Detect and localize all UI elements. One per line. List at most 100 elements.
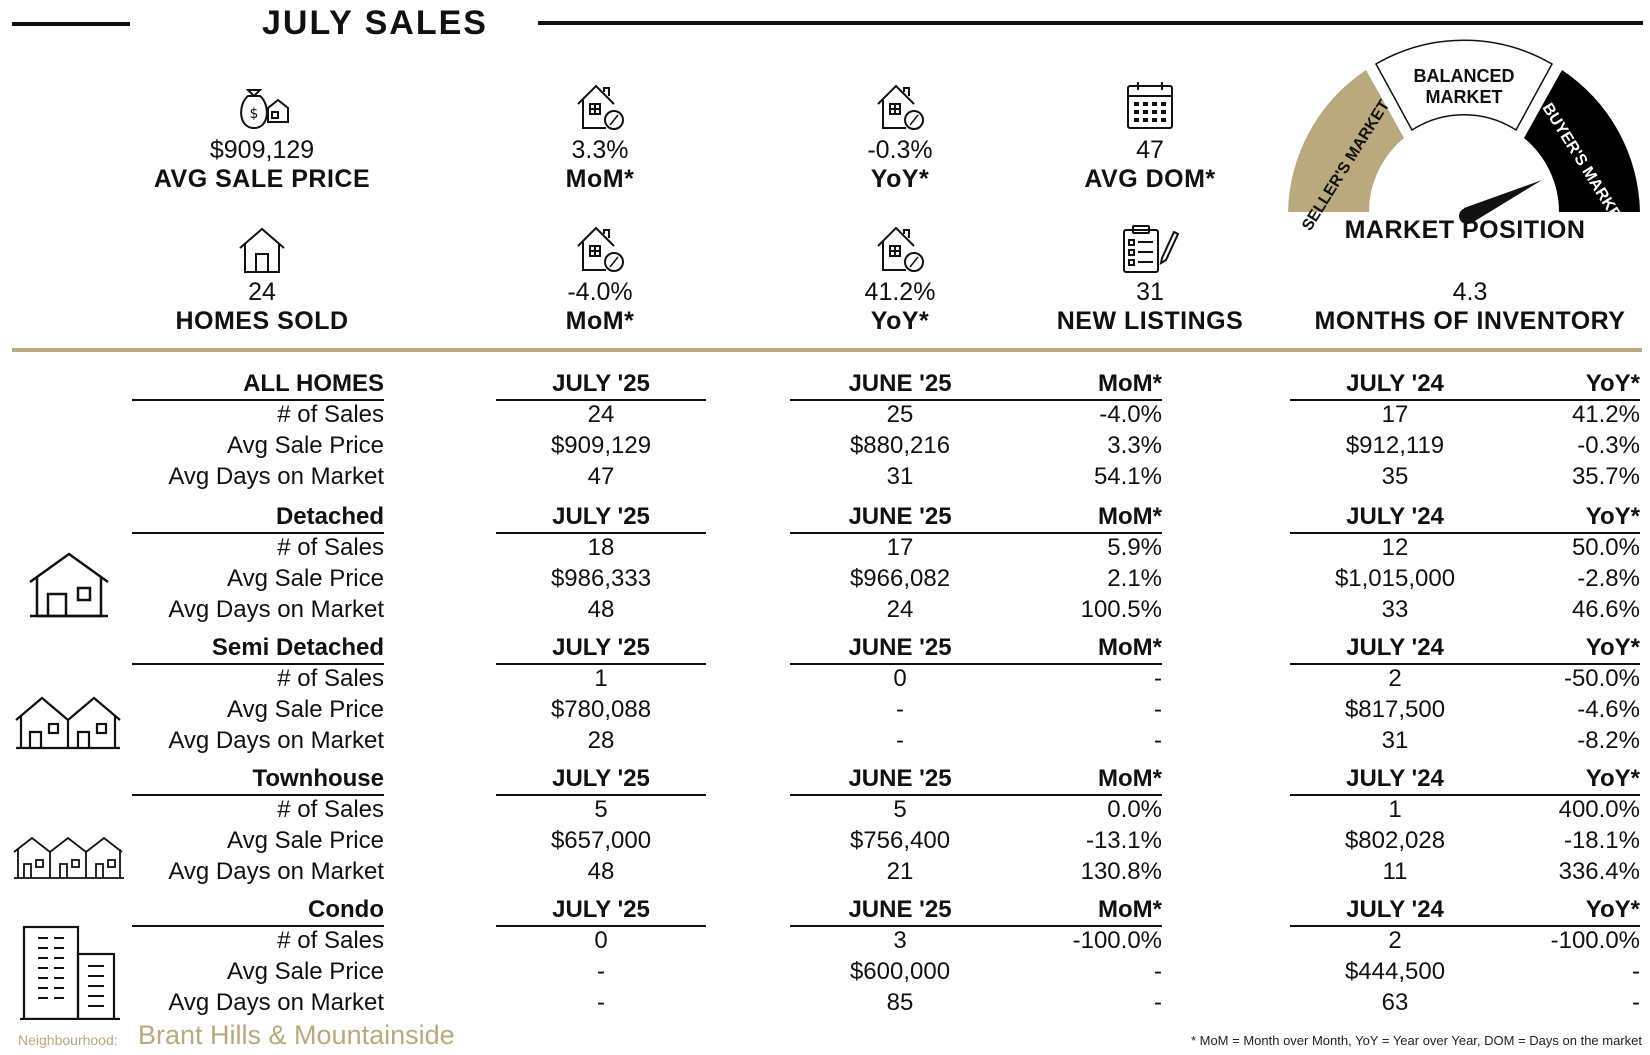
cell-july25: $986,333 (550, 565, 652, 592)
cell-july24: 1 (1388, 796, 1402, 823)
column-header-mom: MoM* (1098, 634, 1162, 661)
cell-yoy: 35.7% (1571, 463, 1640, 490)
stat-label: MONTHS OF INVENTORY (1314, 307, 1626, 335)
row-label: Avg Sale Price (227, 565, 384, 592)
cell-july25: 0 (594, 927, 608, 954)
cell-july24: 35 (1381, 463, 1409, 490)
row-label: Avg Days on Market (168, 596, 384, 623)
cell-yoy: 336.4% (1558, 858, 1640, 885)
house-percent-icon (770, 76, 1030, 132)
stat-yoy-sales: 41.2% YoY* (770, 218, 1030, 336)
cell-mom: - (1154, 989, 1162, 1016)
header-rule-left (12, 22, 130, 26)
house-percent-icon (770, 218, 1030, 274)
semi-detached-icon (15, 696, 121, 750)
stat-value: -0.3% (867, 136, 933, 164)
section-title: Townhouse (252, 765, 384, 792)
column-header-july25: JULY '25 (552, 896, 650, 923)
house-icon (132, 218, 392, 274)
neighbourhood-label: Neighbourhood: (18, 1032, 118, 1048)
header-rule (132, 794, 384, 796)
cell-june25: 85 (886, 989, 914, 1016)
gauge-balanced-label-line2: MARKET (1426, 87, 1503, 107)
column-header-july24: JULY '24 (1346, 370, 1444, 397)
gauge-seller-segment (1288, 70, 1404, 212)
section-title: Semi Detached (211, 634, 384, 661)
stat-value: 3.3% (571, 136, 629, 164)
section-title: ALL HOMES (243, 370, 384, 397)
stat-label: NEW LISTINGS (1056, 307, 1244, 335)
stat-value: 47 (1136, 136, 1164, 164)
cell-july25: - (597, 989, 605, 1016)
cell-july25: 5 (594, 796, 608, 823)
header-rule-right (538, 21, 1643, 25)
market-position-label: MARKET POSITION (1344, 216, 1586, 244)
row-label: Avg Sale Price (227, 432, 384, 459)
cell-july25: - (597, 958, 605, 985)
header-rule (1290, 925, 1640, 927)
cell-july24: 2 (1388, 665, 1402, 692)
column-header-july24: JULY '24 (1346, 896, 1444, 923)
stat-label: YoY* (870, 165, 930, 193)
cell-july24: 12 (1381, 534, 1409, 561)
cell-june25: 21 (886, 858, 914, 885)
row-label: Avg Days on Market (168, 989, 384, 1016)
section-title: Condo (308, 896, 384, 923)
header-rule (132, 663, 384, 665)
row-label: # of Sales (277, 401, 384, 428)
neighbourhood-name: Brant Hills & Mountainside (138, 1020, 455, 1050)
row-label: # of Sales (277, 665, 384, 692)
row-label: Avg Days on Market (168, 727, 384, 754)
column-header-mom: MoM* (1098, 370, 1162, 397)
cell-yoy: -2.8% (1577, 565, 1640, 592)
stat-mom-sales: -4.0% MoM* (470, 218, 730, 336)
cell-july24: 2 (1388, 927, 1402, 954)
cell-july24: $1,015,000 (1334, 565, 1456, 592)
header-rule (790, 925, 1162, 927)
stat-value: 4.3 (1452, 278, 1488, 306)
house-percent-icon (470, 76, 730, 132)
cell-july25: 48 (587, 596, 615, 623)
cell-mom: -100.0% (1072, 927, 1162, 954)
cell-june25: $880,216 (849, 432, 951, 459)
header-rule (496, 925, 706, 927)
stat-value: 41.2% (864, 278, 936, 306)
column-header-june25: JUNE '25 (848, 503, 952, 530)
cell-july25: $780,088 (550, 696, 652, 723)
gauge-needle (1464, 180, 1542, 224)
stat-label: YoY* (870, 307, 930, 335)
column-header-yoy: YoY* (1585, 370, 1640, 397)
cell-mom: 54.1% (1093, 463, 1162, 490)
cell-july24: 17 (1381, 401, 1409, 428)
header-rule (790, 399, 1162, 401)
calendar-icon (1020, 76, 1280, 132)
gauge-buyer-segment (1524, 70, 1640, 212)
column-header-june25: JUNE '25 (848, 896, 952, 923)
cell-mom: 3.3% (1107, 432, 1162, 459)
cell-july24: 63 (1381, 989, 1409, 1016)
stat-new-listings: 31 NEW LISTINGS (1020, 218, 1280, 336)
cell-mom: 2.1% (1107, 565, 1162, 592)
row-label: Avg Sale Price (227, 696, 384, 723)
stat-yoy-price: -0.3% YoY* (770, 76, 1030, 194)
column-header-yoy: YoY* (1585, 634, 1640, 661)
cell-july24: $802,028 (1344, 827, 1446, 854)
row-label: # of Sales (277, 927, 384, 954)
row-label: # of Sales (277, 534, 384, 561)
detached-house-icon (29, 552, 109, 618)
header-rule (496, 663, 706, 665)
column-header-july24: JULY '24 (1346, 765, 1444, 792)
column-header-july24: JULY '24 (1346, 503, 1444, 530)
cell-june25: 0 (893, 665, 907, 692)
cell-mom: - (1154, 665, 1162, 692)
cell-june25: 5 (893, 796, 907, 823)
cell-june25: - (896, 727, 904, 754)
header-rule (132, 399, 384, 401)
cell-yoy: -4.6% (1577, 696, 1640, 723)
cell-mom: 5.9% (1107, 534, 1162, 561)
cell-july24: $912,119 (1345, 432, 1445, 459)
cell-july25: 1 (594, 665, 608, 692)
stat-label: MoM* (565, 165, 635, 193)
header-rule (1290, 399, 1640, 401)
cell-mom: - (1154, 696, 1162, 723)
